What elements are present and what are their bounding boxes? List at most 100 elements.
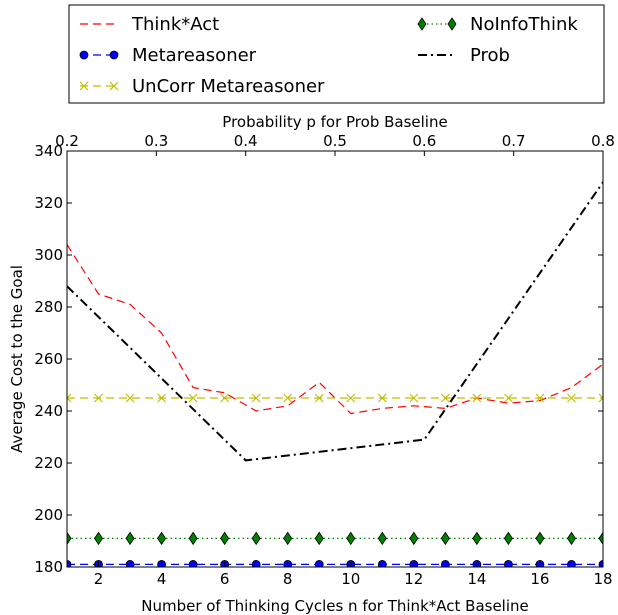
legend-entry-prob: Prob	[418, 45, 510, 66]
y-tick-label: 200	[34, 506, 63, 524]
x2-axis-label: Probability p for Prob Baseline	[222, 113, 447, 131]
series-think-act	[67, 244, 603, 415]
y-tick-label: 240	[34, 402, 63, 420]
y-tick-label: 320	[34, 194, 63, 212]
data-point-uncorr-metareasoner	[283, 393, 293, 403]
data-point-metareasoner	[188, 560, 198, 567]
data-point-uncorr-metareasoner	[157, 393, 167, 403]
series-noinfothink	[67, 531, 603, 546]
y-tick-label: 220	[34, 454, 63, 472]
data-point-noinfothink	[377, 531, 387, 546]
data-point-noinfothink	[67, 531, 72, 546]
data-point-uncorr-metareasoner	[535, 393, 545, 403]
x-tick-label: 8	[283, 570, 293, 588]
legend: Think*Act Metareasoner UnCorr Metareasoner…	[68, 4, 605, 104]
y-tick-label: 340	[34, 142, 63, 160]
x-tick-label: 4	[157, 570, 167, 588]
x2-tick-label: 0.6	[412, 132, 436, 150]
data-point-noinfothink	[535, 531, 545, 546]
data-point-uncorr-metareasoner	[125, 393, 135, 403]
y-axis-label: Average Cost to the Goal	[8, 265, 26, 453]
data-point-noinfothink	[409, 531, 419, 546]
data-point-noinfothink	[346, 531, 356, 546]
plot-area	[67, 151, 603, 567]
x2-tick-label: 0.3	[144, 132, 168, 150]
x-tick-label: 12	[404, 570, 423, 588]
data-point-noinfothink	[440, 531, 450, 546]
data-point-noinfothink	[188, 531, 198, 546]
series-line-think-act	[67, 244, 603, 415]
legend-label: Prob	[470, 45, 510, 66]
data-point-metareasoner	[251, 560, 261, 567]
data-point-metareasoner	[125, 560, 135, 567]
data-point-metareasoner	[598, 560, 603, 567]
legend-entry-uncorr-metareasoner: UnCorr Metareasoner	[79, 76, 325, 97]
x-tick-label: 2	[94, 570, 104, 588]
data-point-uncorr-metareasoner	[220, 393, 230, 403]
data-point-metareasoner	[440, 560, 450, 567]
data-point-noinfothink	[220, 531, 230, 546]
data-point-metareasoner	[504, 560, 513, 567]
data-point-noinfothink	[472, 531, 482, 546]
y-tick-label: 180	[34, 558, 63, 576]
x2-tick-label: 0.4	[234, 132, 258, 150]
data-point-noinfothink	[94, 531, 104, 546]
legend-entry-metareasoner: Metareasoner	[79, 45, 257, 66]
data-point-uncorr-metareasoner	[188, 393, 198, 403]
legend-frame	[68, 4, 605, 104]
data-point-uncorr-metareasoner	[377, 393, 387, 403]
x2-tick-label: 0.2	[55, 132, 79, 150]
data-point-noinfothink	[125, 531, 135, 546]
series-layer	[67, 181, 603, 567]
data-point-noinfothink	[251, 531, 261, 546]
data-point-uncorr-metareasoner	[598, 393, 603, 403]
data-point-uncorr-metareasoner	[94, 393, 103, 403]
data-point-uncorr-metareasoner	[314, 393, 324, 403]
data-point-metareasoner	[314, 560, 324, 567]
data-point-uncorr-metareasoner	[567, 393, 576, 403]
data-point-uncorr-metareasoner	[440, 393, 450, 403]
legend-label: Think*Act	[131, 14, 219, 35]
data-point-uncorr-metareasoner	[472, 393, 482, 403]
ticks-layer: 2 4 6 8 10 12 14 16 18 0.2 0.3 0.4 0.5 0.6 0.7 0.8 180 20…	[34, 132, 615, 588]
data-point-metareasoner	[377, 560, 387, 567]
x-tick-label: 16	[530, 570, 549, 588]
legend-marker	[109, 50, 119, 60]
data-point-noinfothink	[314, 531, 324, 546]
legend-marker	[109, 81, 119, 91]
data-point-uncorr-metareasoner	[346, 393, 356, 403]
x-tick-label: 18	[593, 570, 612, 588]
data-point-uncorr-metareasoner	[67, 393, 72, 403]
legend-label: UnCorr Metareasoner	[132, 76, 325, 97]
data-point-metareasoner	[567, 560, 576, 567]
legend-entry-noinfothink: NoInfoThink	[417, 14, 578, 35]
data-point-noinfothink	[503, 531, 513, 546]
legend-label: Metareasoner	[132, 45, 257, 66]
data-point-uncorr-metareasoner	[409, 393, 419, 403]
data-point-noinfothink	[157, 531, 167, 546]
x-tick-label: 14	[467, 570, 486, 588]
legend-marker	[79, 81, 89, 91]
legend-entry-think-act: Think*Act	[80, 14, 219, 35]
x2-tick-label: 0.8	[591, 132, 615, 150]
data-point-uncorr-metareasoner	[503, 393, 513, 403]
y-tick-label: 300	[34, 246, 63, 264]
legend-marker	[447, 17, 457, 31]
data-point-noinfothink	[566, 531, 576, 546]
data-point-metareasoner	[67, 560, 72, 567]
x-tick-label: 10	[341, 570, 360, 588]
legend-marker	[79, 50, 89, 60]
legend-marker	[417, 17, 427, 31]
data-point-noinfothink	[283, 531, 293, 546]
data-point-noinfothink	[598, 531, 603, 546]
series-metareasoner	[67, 560, 603, 567]
series-uncorr-metareasoner	[67, 393, 603, 403]
x-axis-label: Number of Thinking Cycles n for Think*Ac…	[141, 597, 529, 615]
y-tick-label: 280	[34, 298, 63, 316]
data-point-uncorr-metareasoner	[251, 393, 261, 403]
x2-tick-label: 0.5	[323, 132, 347, 150]
legend-label: NoInfoThink	[470, 14, 578, 35]
x2-tick-label: 0.7	[502, 132, 526, 150]
x-tick-label: 6	[220, 570, 230, 588]
